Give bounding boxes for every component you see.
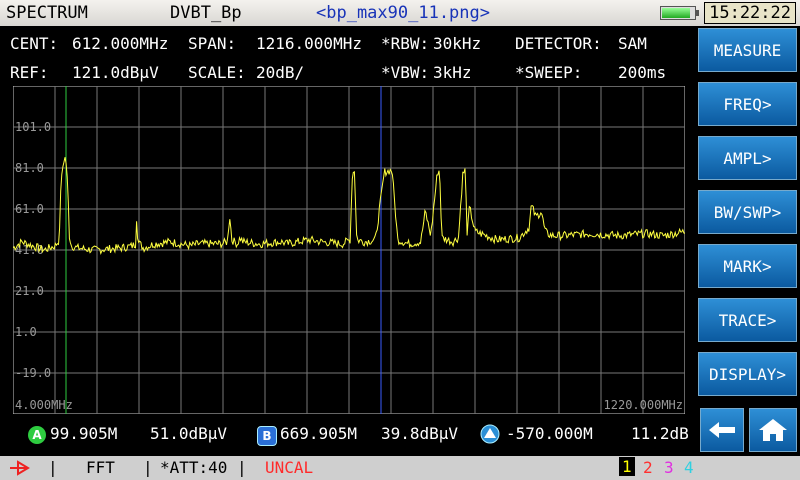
ampl-button-label: AMPL> — [723, 148, 772, 168]
delta-freq: -570.000M — [506, 424, 593, 443]
att-label: *ATT:40 — [160, 458, 228, 477]
trace-1-indicator[interactable]: 1 — [619, 457, 635, 476]
delta-marker-icon — [480, 424, 500, 444]
cent-value: 612.000MHz — [72, 34, 169, 53]
preset-label: DVBT_Bp — [170, 3, 242, 23]
spectrum-plot[interactable]: 101.081.061.041.021.01.0-19.0 4.000MHz 1… — [13, 86, 685, 414]
ref-label: REF: — [10, 63, 49, 82]
vbw-label: *VBW: — [381, 63, 430, 82]
marker-b-icon: B — [257, 426, 277, 446]
cent-label: CENT: — [10, 34, 59, 53]
marker-a-icon: A — [28, 426, 46, 444]
ref-value: 121.0dBμV — [72, 63, 159, 82]
delta-level: 11.2dB — [631, 424, 689, 443]
trace-4-indicator[interactable]: 4 — [684, 458, 694, 477]
mark-button[interactable]: MARK> — [698, 244, 797, 288]
rbw-value: 30kHz — [433, 34, 482, 53]
marker-b-freq: 669.905M — [280, 424, 358, 443]
freq-button[interactable]: FREQ> — [698, 82, 797, 126]
marker-b-level: 39.8dBμV — [381, 424, 459, 443]
file-name: <bp_max90_11.png> — [316, 3, 490, 23]
ampl-button[interactable]: AMPL> — [698, 136, 797, 180]
span-value: 1216.000MHz — [256, 34, 362, 53]
trace-3-indicator[interactable]: 3 — [664, 458, 674, 477]
scale-label: SCALE: — [188, 63, 246, 82]
trace-button-label: TRACE> — [718, 310, 777, 330]
measure-button-label: MEASURE — [713, 40, 782, 60]
uncal-label: UNCAL — [265, 458, 314, 477]
sweep-value: 200ms — [618, 63, 667, 82]
y-tick-label: -19.0 — [15, 366, 51, 380]
home-icon — [759, 419, 787, 441]
clock: 15:22:22 — [704, 2, 796, 24]
y-tick-label: 101.0 — [15, 120, 51, 134]
trace-button[interactable]: TRACE> — [698, 298, 797, 342]
y-tick-label: 61.0 — [15, 202, 44, 216]
y-tick-label: 21.0 — [15, 284, 44, 298]
trace-2-indicator[interactable]: 2 — [643, 458, 653, 477]
vbw-value: 3kHz — [433, 63, 472, 82]
x-end-label: 1220.000MHz — [604, 398, 683, 412]
home-button[interactable] — [749, 408, 797, 452]
marker-a-level: 51.0dBμV — [150, 424, 228, 443]
measure-button[interactable]: MEASURE — [698, 28, 797, 72]
bw-swp-button-label: BW/SWP> — [713, 202, 782, 222]
y-tick-label: 1.0 — [15, 325, 37, 339]
y-tick-label: 81.0 — [15, 161, 44, 175]
back-arrow-icon — [709, 422, 735, 438]
back-button[interactable] — [700, 408, 744, 452]
mark-button-label: MARK> — [723, 256, 772, 276]
display-button-label: DISPLAY> — [708, 364, 787, 384]
detector-label: DETECTOR: — [515, 34, 602, 53]
title-bar: SPECTRUM DVBT_Bp <bp_max90_11.png> 15:22… — [0, 0, 800, 26]
display-button[interactable]: DISPLAY> — [698, 352, 797, 396]
detector-value: SAM — [618, 34, 647, 53]
sweep-label: *SWEEP: — [515, 63, 583, 82]
freq-button-label: FREQ> — [723, 94, 772, 114]
rf-input-icon — [10, 460, 30, 476]
span-label: SPAN: — [188, 34, 237, 53]
spectrum-trace — [13, 157, 685, 255]
status-bar: | FFT | *ATT:40 | UNCAL 1 2 3 4 — [0, 456, 800, 480]
mode-label: SPECTRUM — [6, 3, 88, 23]
scale-value: 20dB/ — [256, 63, 305, 82]
bw-swp-button[interactable]: BW/SWP> — [698, 190, 797, 234]
battery-icon — [660, 6, 699, 20]
marker-a-freq: 99.905M — [50, 424, 118, 443]
x-start-label: 4.000MHz — [15, 398, 73, 412]
rbw-label: *RBW: — [381, 34, 430, 53]
fft-label: FFT — [86, 458, 115, 477]
